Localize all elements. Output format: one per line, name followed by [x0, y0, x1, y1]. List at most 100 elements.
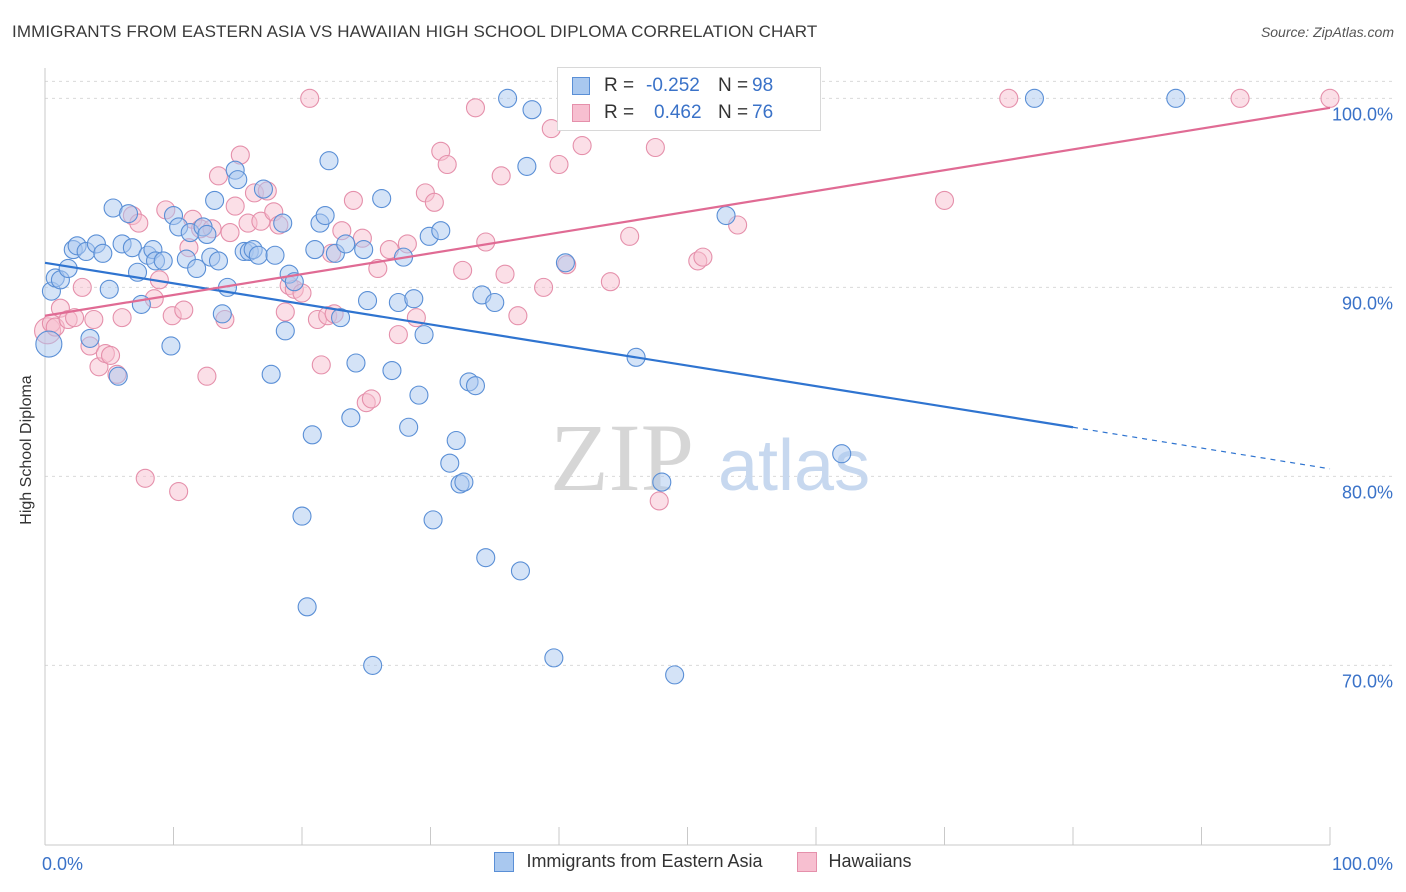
hawaiians-point [100, 345, 121, 365]
eastern-asia-point [273, 213, 293, 233]
legend-r-value-eastern-asia: -0.252 [646, 75, 700, 96]
eastern-asia-point [330, 308, 351, 328]
eastern-asia-point [35, 330, 63, 358]
tick-labels: 70.0% 80.0% 90.0% 100.0% 0.0% 100.0% [42, 104, 1393, 874]
eastern-asia-point [99, 279, 119, 299]
eastern-asia-point [212, 304, 232, 324]
hawaiians-point [572, 136, 592, 156]
eastern-asia-point [1166, 88, 1186, 108]
hawaiians-point [84, 309, 104, 330]
hawaiians-point [534, 277, 554, 297]
eastern-asia-point [315, 205, 335, 226]
eastern-asia-point [197, 224, 217, 245]
watermark: ZIP atlas [550, 404, 870, 511]
eastern-asia-point [205, 190, 225, 210]
eastern-asia-point [122, 238, 142, 258]
gridlines [45, 80, 1395, 666]
hawaiians-point [343, 190, 363, 210]
hawaiians-point [999, 88, 1019, 108]
legend-label-eastern-asia: Immigrants from Eastern Asia [526, 851, 763, 871]
hawaiians-point [465, 98, 486, 118]
legend-n-value-hawaiians: 76 [752, 102, 774, 123]
eastern-asia-point [555, 253, 575, 273]
eastern-asia-point [253, 179, 274, 199]
hawaiians-point [275, 302, 295, 322]
hawaiians-point [453, 260, 473, 280]
eastern-asia-point [248, 245, 268, 265]
eastern-asia-point [522, 100, 542, 120]
eastern-asia-point [510, 561, 531, 581]
eastern-asia-point [118, 204, 139, 224]
legend-r-value-hawaiians: 0.462 [654, 102, 702, 123]
hawaiians-point [311, 355, 331, 375]
hawaiians-point [934, 190, 955, 210]
hawaiians-point [491, 166, 511, 186]
hawaiians-point [508, 306, 528, 326]
hawaiians-point [495, 264, 515, 284]
hawaiians-point [1230, 88, 1250, 108]
eastern-asia-point [108, 366, 128, 386]
hawaiians-point [112, 308, 132, 328]
eastern-asia-point [465, 376, 486, 396]
hawaiians-point [300, 88, 320, 108]
source-credit: Source: ZipAtlas.com [1260, 24, 1394, 40]
hawaiians-point [388, 325, 408, 345]
hawaiians-point [693, 247, 713, 267]
eastern-asia-point [1024, 88, 1044, 108]
legend-swatch-blue [572, 77, 590, 95]
eastern-asia-point [652, 472, 672, 492]
eastern-asia-point [414, 325, 434, 345]
eastern-asia-point [208, 251, 229, 271]
eastern-asia-point [336, 234, 356, 254]
hawaiians-point [197, 366, 217, 386]
eastern-asia-point [440, 453, 460, 473]
hawaiians-point [72, 277, 92, 297]
hawaiians-point [424, 192, 444, 212]
eastern-asia-point [454, 472, 474, 492]
watermark-atlas: atlas [718, 426, 870, 506]
eastern-asia-point [716, 205, 736, 226]
hawaiians-point [649, 491, 669, 511]
x-tick-label-max: 100.0% [1332, 854, 1393, 874]
legend-r-label: R = [604, 102, 635, 123]
hawaiians-point [169, 481, 189, 502]
eastern-asia-point [93, 243, 113, 263]
eastern-asia-point [357, 291, 378, 311]
eastern-asia-point [404, 289, 424, 309]
hawaiians-point [476, 232, 496, 252]
eastern-asia-point [363, 655, 383, 675]
eastern-asia-point [275, 321, 295, 341]
hawaiians-point [600, 272, 620, 292]
eastern-asia-point [302, 425, 322, 445]
eastern-asia-point [187, 258, 207, 279]
eastern-asia-point [485, 292, 505, 313]
hawaiians-point [361, 389, 381, 409]
hawaiians-trendline [44, 106, 1331, 317]
legend-swatch-blue [494, 851, 515, 872]
hawaiians-point [174, 300, 194, 320]
hawaiians-point [1320, 88, 1340, 108]
eastern-asia-point [261, 364, 281, 384]
watermark-zip: ZIP [550, 404, 694, 511]
eastern-asia-point [409, 385, 429, 405]
legend-n-label: N = [718, 75, 749, 96]
hawaiians-point [65, 308, 85, 328]
hawaiians-point [208, 166, 229, 186]
series-legend: Immigrants from Eastern Asia Hawaiians [0, 851, 1406, 872]
stats-legend: R = -0.252 N = 98 R = 0.462 N = 76 [557, 67, 821, 131]
hawaiians-point [251, 211, 271, 231]
eastern-asia-point [161, 336, 181, 356]
eastern-asia-point [354, 240, 374, 260]
eastern-asia-point [80, 328, 100, 348]
eastern-asia-trendline [44, 261, 1074, 429]
legend-row-eastern-asia: R = -0.252 N = 98 [572, 73, 773, 99]
legend-r-label: R = [604, 75, 635, 96]
eastern-asia-point [153, 251, 173, 271]
eastern-asia-point [228, 170, 248, 190]
chart-title: IMMIGRANTS FROM EASTERN ASIA VS HAWAIIAN… [12, 22, 818, 41]
eastern-asia-point [544, 648, 564, 668]
legend-item-eastern-asia[interactable]: Immigrants from Eastern Asia [494, 851, 763, 872]
legend-item-hawaiians[interactable]: Hawaiians [796, 851, 912, 872]
y-tick-label: 70.0% [1342, 671, 1393, 691]
